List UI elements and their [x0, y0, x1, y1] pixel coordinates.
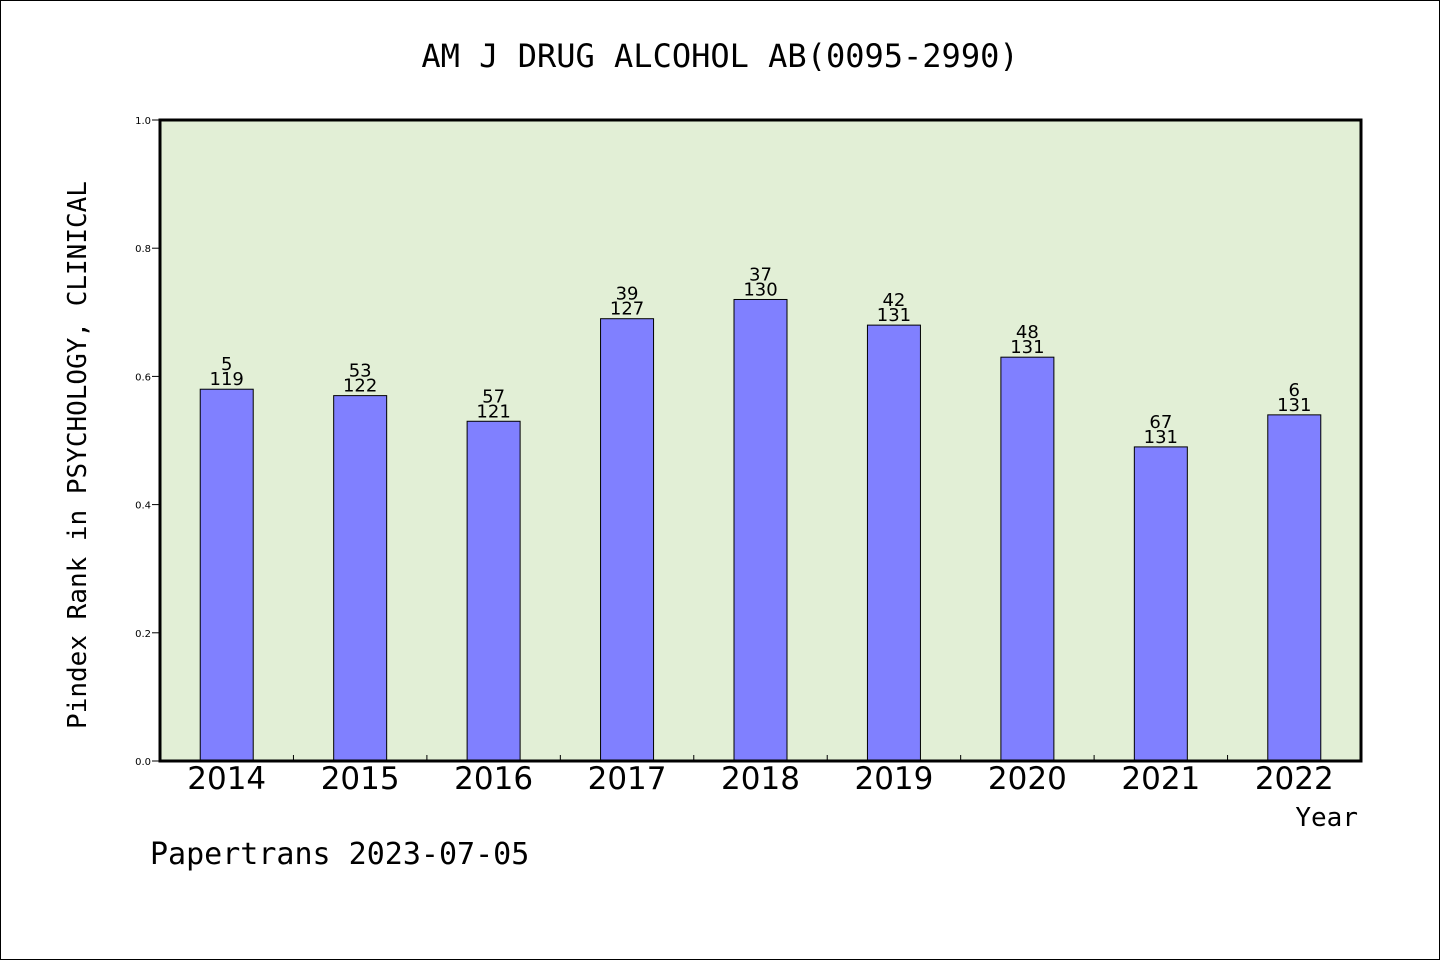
x-tick-label-2019: 2019 [854, 761, 933, 797]
bar-2021 [1133, 446, 1188, 762]
rank-label-2019: 42 [882, 290, 905, 311]
rank-label-2015: 53 [349, 361, 372, 382]
rank-label-2022: 6 [1289, 380, 1300, 401]
y-tick-label-0.2: 0.2 [135, 629, 151, 640]
total-label-2022: 131 [1277, 395, 1311, 416]
y-tick-label-0.6: 0.6 [135, 372, 151, 383]
total-label-2020: 131 [1010, 337, 1044, 358]
bar-2020 [1000, 356, 1055, 762]
bar-2022 [1267, 414, 1322, 762]
bar-2018 [733, 298, 788, 762]
total-label-2016: 121 [476, 401, 510, 422]
x-tick-label-2017: 2017 [588, 761, 667, 797]
footer-credit: Papertrans 2023-07-05 [150, 837, 529, 872]
total-label-2015: 122 [343, 376, 377, 397]
rank-label-2016: 57 [482, 386, 505, 407]
rank-label-2018: 37 [749, 264, 772, 285]
x-axis-label: Year [1295, 803, 1358, 833]
y-tick-label-0.0: 0.0 [135, 757, 151, 768]
total-label-2021: 131 [1144, 427, 1178, 448]
total-label-2017: 127 [610, 299, 644, 320]
x-axis: 2014 2015 2016 2017 2018 2019 2020 2021 2022 [187, 755, 1334, 797]
bars-layer [199, 298, 1322, 762]
y-tick-label-0.4: 0.4 [135, 501, 151, 512]
bar-2017 [600, 318, 655, 762]
total-label-2014: 119 [210, 369, 244, 390]
bar-2016 [466, 420, 521, 762]
bar-2015 [333, 395, 388, 762]
x-tick-label-2016: 2016 [454, 761, 533, 797]
chart-title: AM J DRUG ALCOHOL AB(0095-2990) [421, 37, 1018, 75]
x-tick-label-2014: 2014 [187, 761, 266, 797]
y-axis: 0.0 0.2 0.4 0.6 0.8 1.0 [135, 116, 160, 768]
y-tick-label-1.0: 1.0 [135, 116, 151, 127]
total-label-2019: 131 [877, 305, 911, 326]
x-tick-label-2020: 2020 [988, 761, 1067, 797]
rank-label-2021: 67 [1149, 412, 1172, 433]
y-axis-label: Pindex Rank in PSYCHOLOGY, CLINICAL [63, 181, 93, 729]
rank-label-2017: 39 [616, 284, 639, 305]
rank-label-2014: 5 [221, 354, 232, 375]
rank-label-2020: 48 [1016, 322, 1039, 343]
x-tick-label-2018: 2018 [721, 761, 800, 797]
x-tick-label-2022: 2022 [1255, 761, 1334, 797]
bar-2019 [866, 324, 921, 762]
y-tick-label-0.8: 0.8 [135, 244, 151, 255]
total-label-2018: 130 [743, 279, 777, 300]
x-tick-label-2015: 2015 [321, 761, 400, 797]
plot-border [158, 118, 1363, 763]
x-tick-label-2021: 2021 [1121, 761, 1200, 797]
bar-2014 [199, 388, 254, 762]
